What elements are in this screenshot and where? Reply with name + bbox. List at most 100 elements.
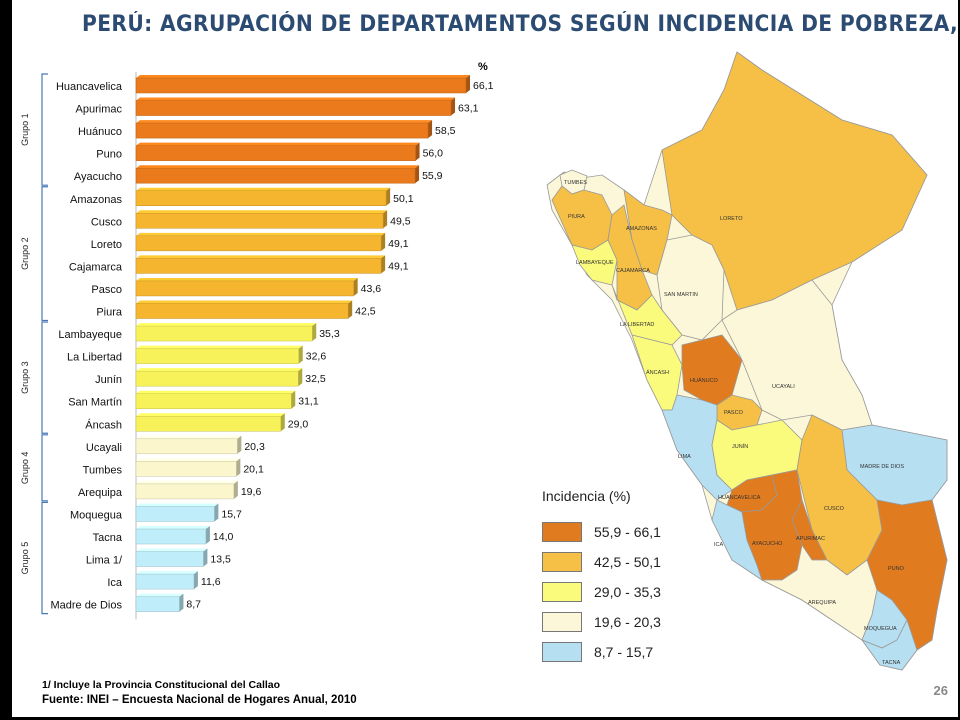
value-label: 8,7 [186,599,201,611]
category-label: Junín [95,374,122,386]
map-label-loreto: LORETO [720,216,743,222]
category-label: Áncash [85,418,122,431]
map-label-madrededios: MADRE DE DIOS [860,464,904,470]
page-number: 26 [933,683,948,698]
legend-item: 42,5 - 50,1 [542,552,702,574]
legend-item: 8,7 - 15,7 [542,642,702,664]
value-label: 49,1 [388,260,409,272]
value-label: 29,0 [288,418,309,430]
map-label-moquegua: MOQUEGUA [864,626,897,632]
bar-side [415,165,420,184]
value-label: 35,3 [319,328,340,340]
value-label: 32,5 [305,373,326,385]
bar-top [136,165,420,169]
bar [135,573,195,590]
map-label-amazonas: AMAZONAS [626,226,657,232]
bar-group: San Martín 31,1 [68,390,319,409]
bar-top [136,277,358,281]
bar-side [280,413,285,432]
category-label: Moquegua [70,509,123,521]
bar-side [298,345,303,364]
bar-group: Lima 1/13,5 [86,548,231,567]
bar [135,145,416,161]
map-label-ayacucho: AYACUCHO [752,541,783,547]
bar [135,438,238,455]
bar [135,167,416,184]
category-label: La Libertad [67,352,122,364]
map-label-junin: JUNÍN [732,443,748,450]
legend-item: 29,0 - 35,3 [542,582,702,604]
bar [135,551,204,567]
category-label: Huánuco [78,126,122,138]
bar-side [353,277,358,296]
bar-group: Tacna 14,0 [93,526,234,545]
map-label-lalibertad: LA LIBERTAD [620,322,654,328]
group-bracket [41,501,48,615]
map-label-sanmartin: SAN MARTIN [664,292,698,298]
group-bracket [41,321,48,434]
category-label: Piura [96,307,123,319]
value-label: 66,1 [473,80,494,92]
bar-side [193,571,198,590]
map-label-huanuco: HUÁNUCO [690,377,719,384]
bar [135,596,180,612]
bar-side [237,435,242,454]
bar-top [136,323,317,327]
bar [135,506,215,522]
map-cajamarca [607,204,653,311]
map-lambayeque [571,239,618,286]
value-label: 63,1 [458,103,479,115]
bar-top [136,593,184,597]
bar [135,370,299,387]
bar-top [136,210,388,214]
value-label: 19,6 [241,486,262,498]
map-label-tacna: TACNA [882,660,901,666]
bar-group: Pasco 43,6 [91,277,381,297]
bar-side [466,75,470,93]
bar-side [236,458,241,477]
category-label: San Martín [68,397,122,409]
legend-label: 55,9 - 66,1 [594,524,661,540]
bar-group: Piura 42,5 [96,300,376,319]
bar-top [136,368,303,372]
value-label: 50,1 [393,193,414,205]
value-label: 31,1 [298,396,319,408]
bar-group: Cusco 49,5 [91,210,411,229]
bar-top [136,120,433,124]
source-note: Fuente: INEI – Encuesta Nacional de Hoga… [42,694,357,706]
bar [135,235,382,252]
legend-label: 42,5 - 50,1 [594,554,661,570]
category-label: Tacna [93,532,123,544]
bar [135,303,349,319]
category-label: Tumbes [83,464,123,476]
legend-item: 19,6 - 20,3 [542,612,702,634]
value-label: 14,0 [213,531,234,543]
bar-side [298,368,303,387]
category-label: Lima 1/ [86,555,123,567]
bar [135,77,467,94]
map-label-ucayali: UCAYALI [772,384,795,390]
map-label-tumbes: TUMBES [564,180,587,186]
bar-side [291,390,296,409]
bar [135,393,292,409]
bar-top [136,390,296,394]
bar-top [136,345,303,349]
bar-top [136,255,386,259]
map-label-apurimac: APURIMAC [796,536,825,542]
category-label: Puno [96,149,122,161]
bar-group: Lambayeque 35,3 [58,323,340,342]
value-label: 11,6 [201,576,221,588]
peru-map: TUMBES PIURA LAMBAYEQUE AMAZONAS CAJAMAR… [546,51,948,671]
value-label: 55,9 [422,170,443,182]
map-label-cusco: CUSCO [824,506,845,512]
category-label: Apurimac [76,104,123,116]
legend-label: 8,7 - 15,7 [594,644,654,660]
map-arequipa [761,543,878,641]
bar [135,416,282,432]
category-label: Cusco [91,216,122,228]
value-label: 56,0 [423,148,444,160]
group-label: Grupo 5 [20,542,30,575]
bar-side [214,503,219,522]
legend-swatch [542,612,582,632]
bar-group: Áncash 29,0 [85,413,309,432]
